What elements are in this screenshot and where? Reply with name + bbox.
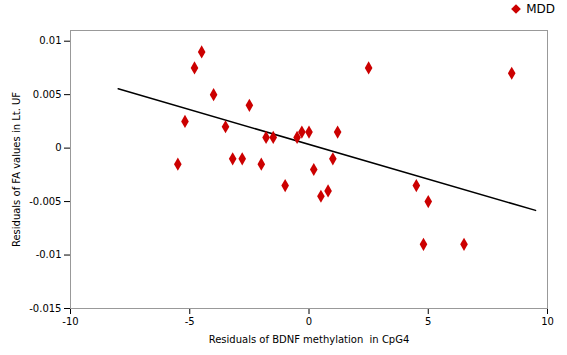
svg-text:-10: -10 [62, 316, 78, 327]
svg-text:-0.015: -0.015 [29, 303, 61, 314]
svg-text:0.01: 0.01 [39, 35, 61, 46]
svg-text:5: 5 [425, 316, 431, 327]
svg-text:Residuals of FA values in Lt.: Residuals of FA values in Lt. UF [11, 92, 22, 247]
svg-text:-0.005: -0.005 [29, 196, 61, 207]
svg-text:-0.01: -0.01 [36, 249, 62, 260]
svg-text:10: 10 [541, 316, 554, 327]
svg-text:-5: -5 [185, 316, 195, 327]
svg-text:0: 0 [55, 142, 61, 153]
svg-text:0: 0 [306, 316, 312, 327]
svg-text:0.005: 0.005 [33, 89, 62, 100]
svg-text:Residuals of BDNF methylation: Residuals of BDNF methylation in CpG4 [209, 334, 410, 345]
html-text:MDD: MDD [526, 2, 555, 16]
